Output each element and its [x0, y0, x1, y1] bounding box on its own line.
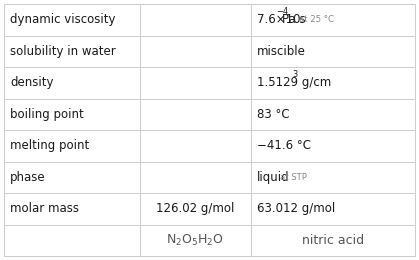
Text: melting point: melting point	[10, 139, 89, 152]
Text: boiling point: boiling point	[10, 108, 84, 121]
Text: dynamic viscosity: dynamic viscosity	[10, 13, 116, 26]
Text: nitric acid: nitric acid	[302, 234, 364, 247]
Text: $\mathregular{N_2O_5H_2O}$: $\mathregular{N_2O_5H_2O}$	[166, 233, 224, 248]
Text: 7.6×10: 7.6×10	[256, 13, 300, 26]
Text: molar mass: molar mass	[10, 202, 79, 215]
Text: 63.012 g/mol: 63.012 g/mol	[256, 202, 335, 215]
Text: liquid: liquid	[256, 171, 289, 184]
Text: miscible: miscible	[256, 45, 305, 58]
Text: density: density	[10, 76, 54, 89]
Text: at STP: at STP	[280, 173, 307, 182]
Text: 1.5129 g/cm: 1.5129 g/cm	[256, 76, 331, 89]
Text: −41.6 °C: −41.6 °C	[256, 139, 310, 152]
Text: 126.02 g/mol: 126.02 g/mol	[156, 202, 234, 215]
Text: −4: −4	[276, 7, 288, 16]
Text: 3: 3	[292, 70, 297, 79]
Text: at 25 °C: at 25 °C	[299, 15, 334, 24]
Text: solubility in water: solubility in water	[10, 45, 116, 58]
Text: 83 °C: 83 °C	[256, 108, 289, 121]
Text: Pa s: Pa s	[282, 13, 305, 26]
Text: phase: phase	[10, 171, 46, 184]
